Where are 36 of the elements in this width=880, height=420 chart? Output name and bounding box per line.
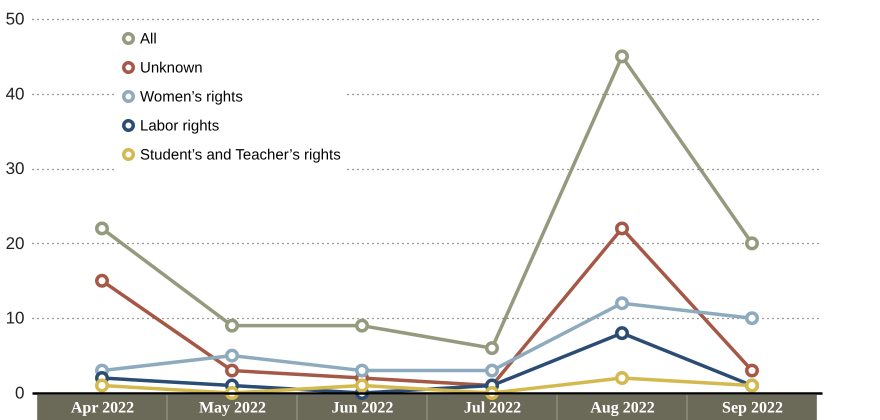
point xyxy=(95,274,109,288)
x-tick-label: May 2022 xyxy=(198,400,266,416)
point xyxy=(615,371,629,386)
point xyxy=(745,236,759,250)
legend-label: Labor rights xyxy=(140,118,220,134)
x-tick-label: Jun 2022 xyxy=(332,400,394,416)
point xyxy=(225,364,239,378)
point xyxy=(745,364,759,378)
y-tick-label: 0 xyxy=(15,384,24,402)
x-tick-label: Aug 2022 xyxy=(590,400,655,416)
x-tick-label: Apr 2022 xyxy=(70,400,134,416)
y-tick-label: 40 xyxy=(6,84,24,104)
point xyxy=(485,364,499,378)
point xyxy=(485,341,499,356)
x-tick-label: Sep 2022 xyxy=(722,400,783,416)
y-tick-label: 20 xyxy=(6,234,24,253)
point xyxy=(355,378,369,393)
point xyxy=(615,49,629,64)
y-tick-label: 10 xyxy=(6,308,24,328)
point xyxy=(95,378,109,393)
legend-label: Women’s rights xyxy=(140,88,243,106)
point xyxy=(615,326,629,340)
y-tick-label: 50 xyxy=(6,10,24,28)
point xyxy=(225,318,239,333)
point xyxy=(355,364,369,378)
legend-label: Unknown xyxy=(140,60,203,76)
legend-label: All xyxy=(140,30,157,48)
point xyxy=(615,221,629,236)
x-tick-label: Jul 2022 xyxy=(464,400,522,416)
point xyxy=(745,311,759,326)
y-tick-label: 30 xyxy=(6,159,24,178)
point xyxy=(355,318,369,333)
legend-label: Student’s and Teacher’s rights xyxy=(140,146,341,164)
point xyxy=(615,296,629,310)
point xyxy=(95,221,109,236)
point xyxy=(225,348,239,363)
